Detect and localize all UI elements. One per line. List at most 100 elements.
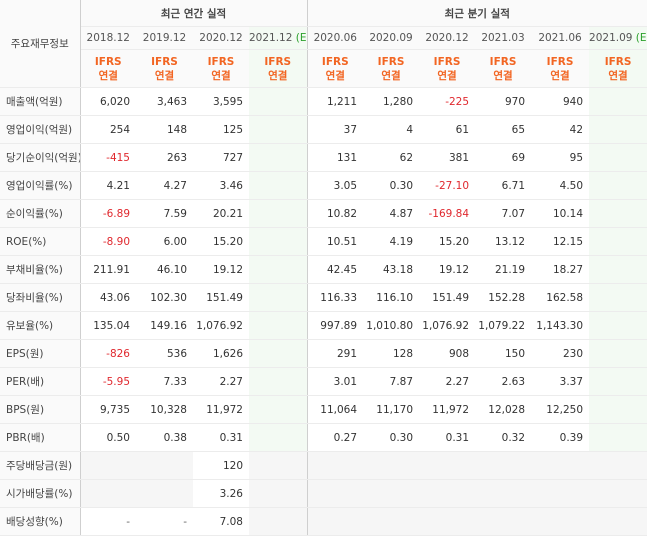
estimate-mark: (E) [295,32,307,44]
value-cell: 150 [475,339,532,368]
value-cell: 13.12 [475,227,532,256]
value-cell: - [79,507,136,536]
period: 2020.12 [425,32,469,44]
table-body: 매출액(억원) 6,020 3,463 3,595 1,211 1,280 -225 970 9… [0,87,647,536]
value-cell: -8.90 [79,227,136,256]
value-cell [531,451,590,480]
value-cell: 65 [475,115,532,144]
value-cell: 3,595 [193,87,249,116]
value-cell: 12.15 [531,227,590,256]
value-cell [589,283,647,312]
period: 2018.12 [86,32,130,44]
value-cell [589,171,647,200]
annual-header: 최근 연간 실적 [79,0,308,27]
value-cell [475,451,532,480]
value-cell: 381 [419,143,476,172]
period: 2021.06 [538,32,582,44]
value-cell: 0.31 [419,423,476,452]
value-cell: 15.20 [419,227,476,256]
value-cell [363,451,420,480]
row-label: PBR(배) [0,423,81,452]
value-cell [589,479,647,508]
value-cell: 9,735 [79,395,136,424]
basis: IFRS [321,55,349,68]
value-cell: -169.84 [419,199,476,228]
period: 2020.12 [199,32,243,44]
value-cell [475,479,532,508]
value-cell: - [136,507,193,536]
value-cell [419,507,476,536]
value-cell: 6,020 [79,87,136,116]
value-cell: 997.89 [306,311,364,340]
row-label: BPS(원) [0,395,81,424]
basis: 연결 [493,69,513,82]
row-label: EPS(원) [0,339,81,368]
basis: IFRS [264,55,292,68]
value-cell: -5.95 [79,367,136,396]
value-cell [249,87,308,116]
value-cell: 20.21 [193,199,249,228]
period: 2020.09 [369,32,413,44]
basis: IFRS [151,55,178,68]
value-cell [306,507,364,536]
row-label: 배당성향(%) [0,507,81,536]
value-cell [249,171,308,200]
basis: 연결 [98,69,118,82]
value-cell: 1,079.22 [475,311,532,340]
table-row: 당기순이익(억원) -415 263 727 131 62 381 69 95 [0,143,647,172]
table-row: 유보율(%) 135.04 149.16 1,076.92 997.89 1,010.80… [0,311,647,340]
value-cell: 43.18 [363,255,420,284]
value-cell [79,479,136,508]
value-cell [589,423,647,452]
period-header: 2021.06 [531,26,590,50]
quarter-header: 최근 분기 실적 [306,0,647,27]
value-cell: 11,972 [193,395,249,424]
value-cell: 10.82 [306,199,364,228]
table-row: 순이익률(%) -6.89 7.59 20.21 10.82 4.87 -169.84 7.0… [0,199,647,228]
row-label: 순이익률(%) [0,199,81,228]
table-row: BPS(원) 9,735 10,328 11,972 11,064 11,170 11,97… [0,395,647,424]
estimate-mark: (E) [635,32,647,44]
value-cell [249,479,308,508]
basis: IFRS [207,55,235,68]
value-cell: 1,211 [306,87,364,116]
value-cell: -415 [79,143,136,172]
row-label: PER(배) [0,367,81,396]
value-cell: 19.12 [193,255,249,284]
table-row: 시가배당률(%) 3.26 [0,479,647,508]
value-cell: 4.27 [136,171,193,200]
value-cell [589,227,647,256]
value-cell: 536 [136,339,193,368]
value-cell [589,199,647,228]
value-cell: -826 [79,339,136,368]
value-cell: 12,250 [531,395,590,424]
value-cell: 42 [531,115,590,144]
value-cell [363,479,420,508]
value-cell: -27.10 [419,171,476,200]
value-cell: 0.30 [363,171,420,200]
value-cell: 3,463 [136,87,193,116]
value-cell [306,479,364,508]
value-cell [589,451,647,480]
value-cell: 3.01 [306,367,364,396]
value-cell: 940 [531,87,590,116]
basis-header: IFRS 연결 [193,49,249,88]
value-cell [249,423,308,452]
basis-header: IFRS 연결 [363,49,420,88]
value-cell: 727 [193,143,249,172]
value-cell [589,115,647,144]
row-label: ROE(%) [0,227,81,256]
table-row: 부채비율(%) 211.91 46.10 19.12 42.45 43.18 19.12 21… [0,255,647,284]
value-cell: 4 [363,115,420,144]
value-cell: 3.46 [193,171,249,200]
value-cell [249,143,308,172]
basis: 연결 [608,69,628,82]
value-cell: 10.14 [531,199,590,228]
basis-header: IFRS 연결 [531,49,590,88]
value-cell [531,479,590,508]
value-cell [589,143,647,172]
value-cell: 125 [193,115,249,144]
basis: 연결 [325,69,345,82]
table-row: 영업이익(억원) 254 148 125 37 4 61 65 42 [0,115,647,144]
period-header: 2020.06 [306,26,364,50]
